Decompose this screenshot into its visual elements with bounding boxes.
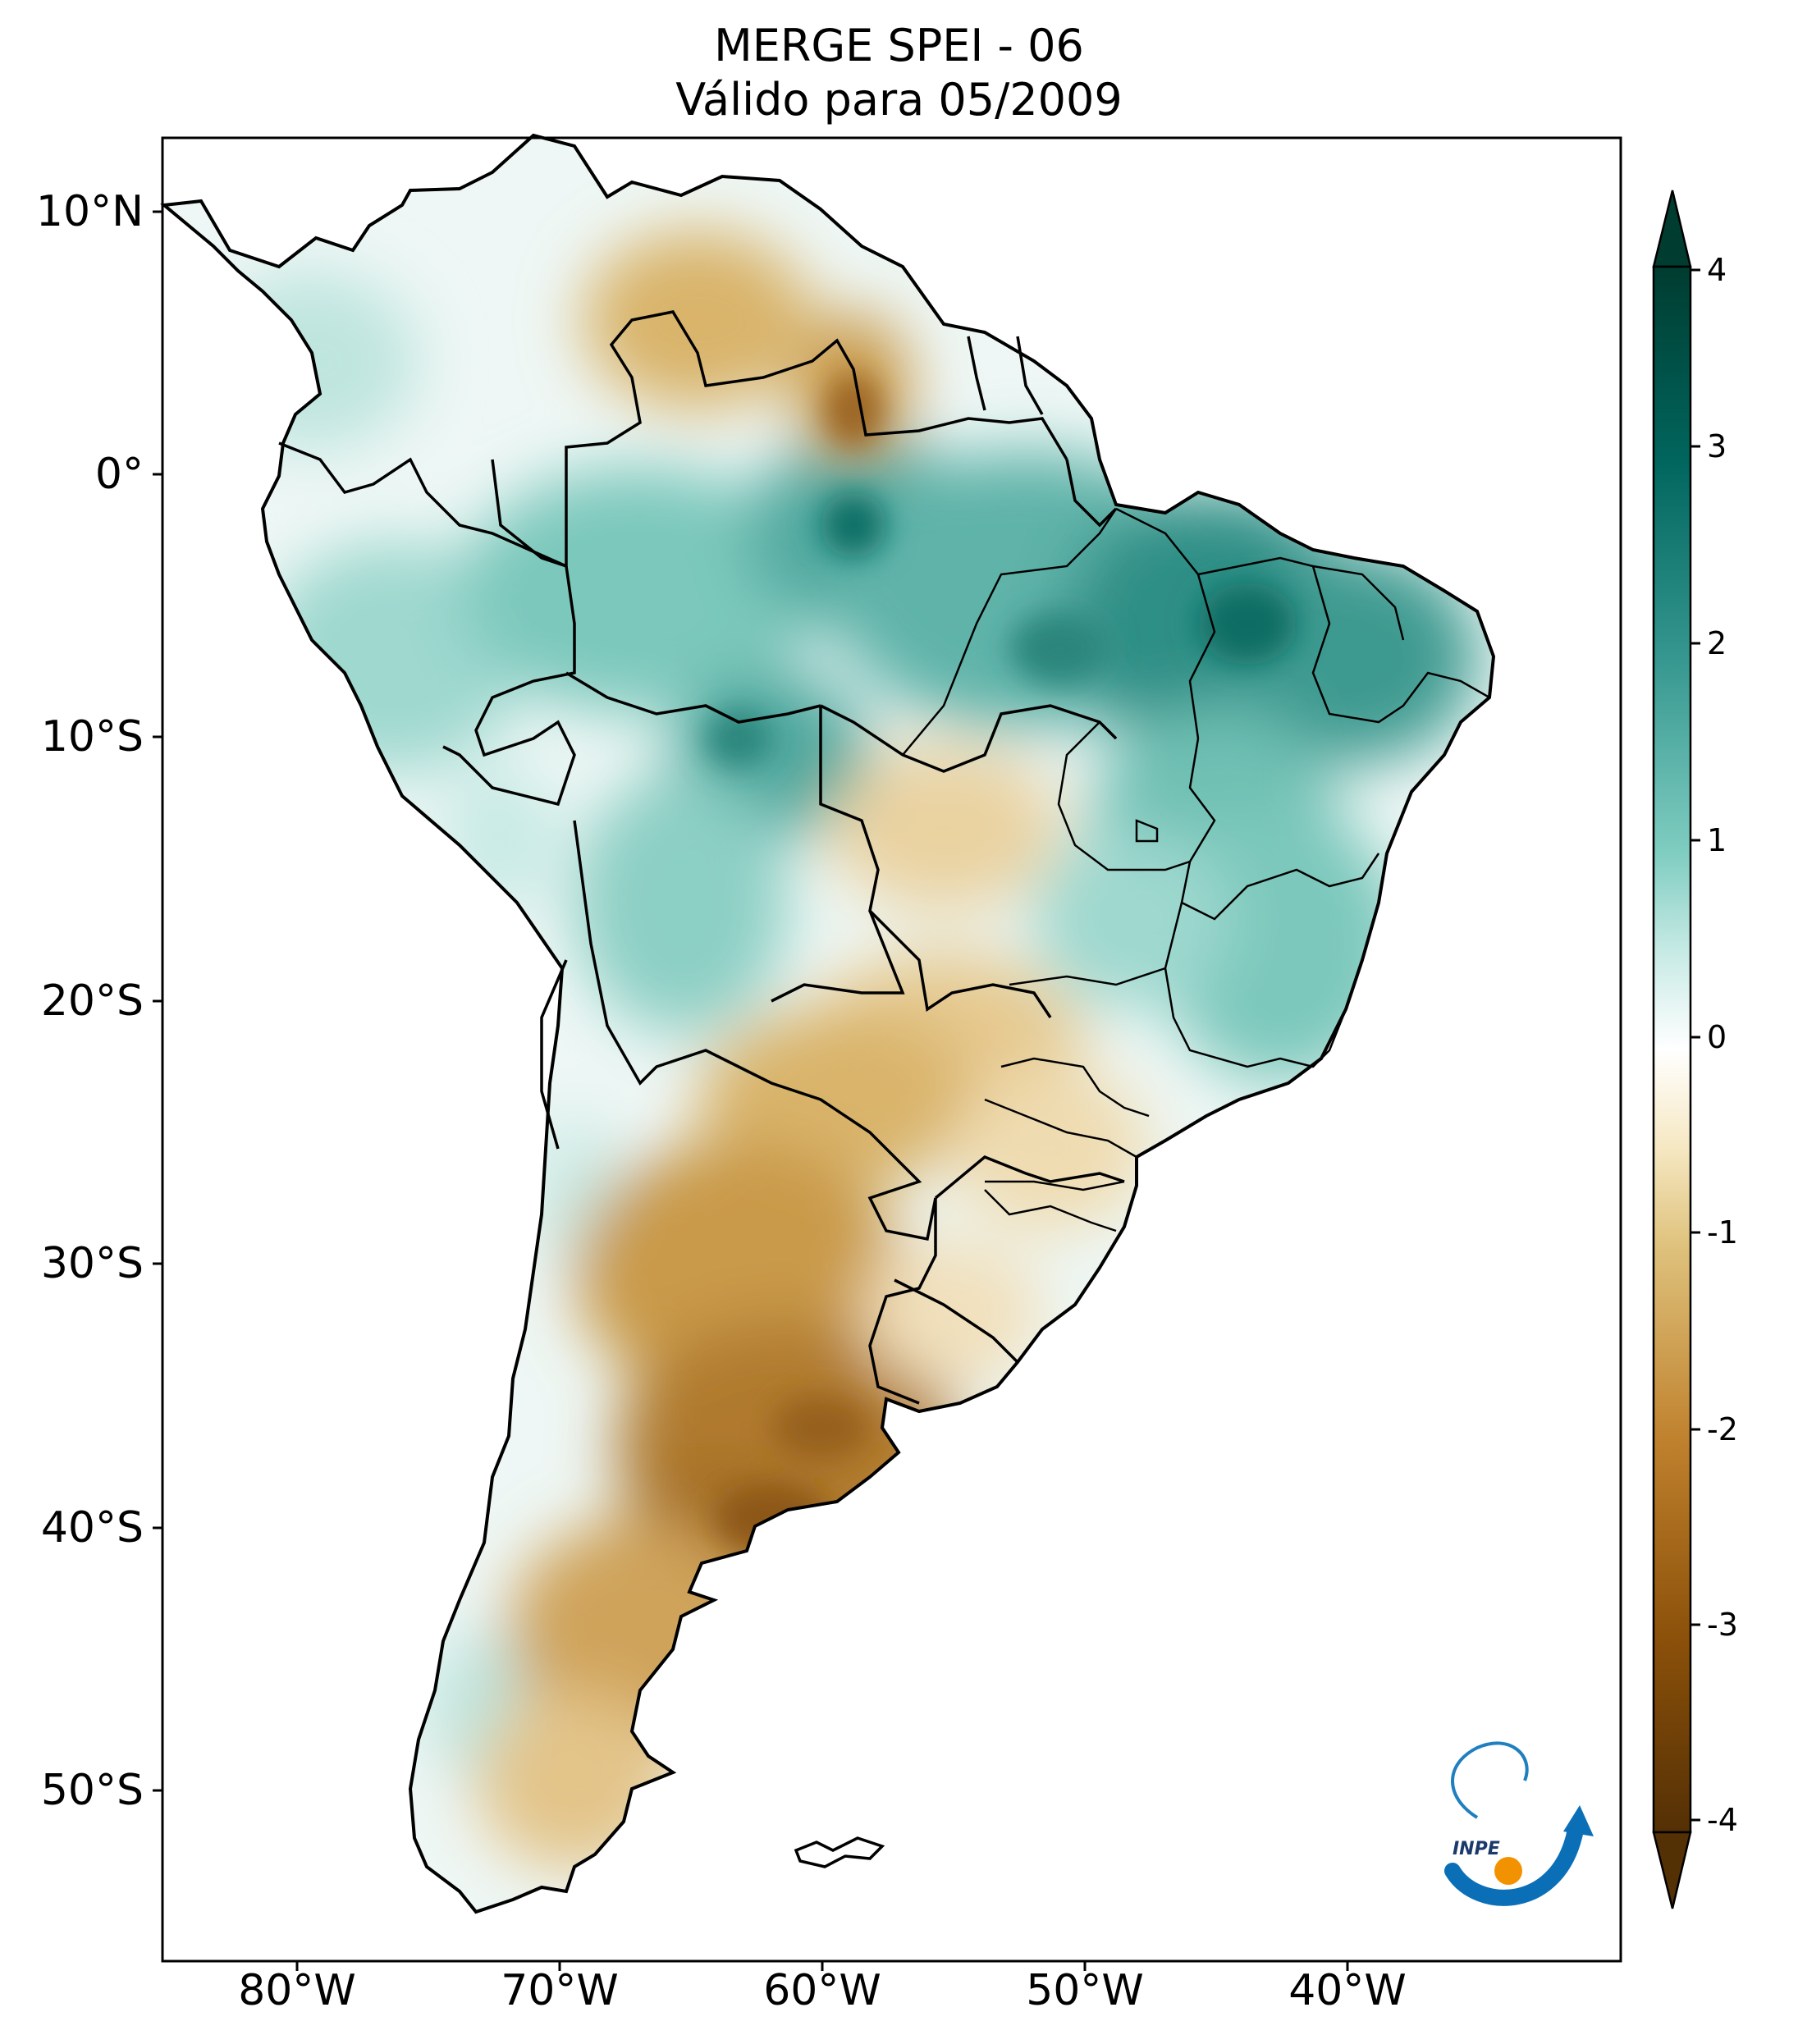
- colorbar-tick-label: 0: [1707, 1019, 1727, 1055]
- inpe-logo: INPE: [1444, 1741, 1594, 1906]
- map-title: MERGE SPEI - 06: [714, 20, 1084, 71]
- colorbar-tick-label: 2: [1707, 625, 1727, 661]
- inpe-logo-text: INPE: [1453, 1839, 1500, 1859]
- falkland-islands: [794, 1836, 885, 1868]
- lat-tick-label: 10°S: [40, 712, 144, 761]
- colorbar-extend-max: [1652, 190, 1692, 268]
- colorbar-tick-label: -3: [1707, 1607, 1738, 1643]
- lat-tick-label: 0°: [94, 450, 144, 499]
- colorbar-tick-label: -2: [1707, 1411, 1738, 1447]
- lat-tick-label: 20°S: [40, 976, 144, 1026]
- colorbar-tick-label: 4: [1707, 252, 1727, 288]
- lon-tick-label: 40°W: [1288, 1966, 1407, 2015]
- lat-ticks: [153, 210, 162, 1792]
- map-frame: [161, 136, 1622, 1963]
- colorbar-tick-label: -1: [1707, 1214, 1738, 1251]
- colorbar-extend-min: [1652, 1831, 1692, 1909]
- lon-tick-label: 80°W: [238, 1966, 356, 2015]
- lat-tick-label: 30°S: [40, 1239, 144, 1288]
- colorbar-tick-label: -4: [1707, 1802, 1738, 1838]
- colorbar: [1652, 190, 1700, 1909]
- lat-tick-label: 10°N: [35, 187, 144, 236]
- brazil-state-borders: [902, 507, 1490, 1232]
- lon-tick-label: 60°W: [763, 1966, 881, 2015]
- colorbar-scale: [1652, 265, 1692, 1834]
- lat-tick-label: 50°S: [40, 1766, 144, 1815]
- map-subtitle: Válido para 05/2009: [675, 74, 1123, 126]
- lon-tick-label: 50°W: [1026, 1966, 1144, 2015]
- lon-ticks: [295, 1961, 1349, 1971]
- lat-tick-label: 40°S: [40, 1503, 144, 1552]
- colorbar-tick-label: 3: [1707, 428, 1727, 464]
- colorbar-tick-label: 1: [1707, 822, 1727, 858]
- country-borders: [278, 310, 1125, 1405]
- lon-tick-label: 70°W: [501, 1966, 619, 2015]
